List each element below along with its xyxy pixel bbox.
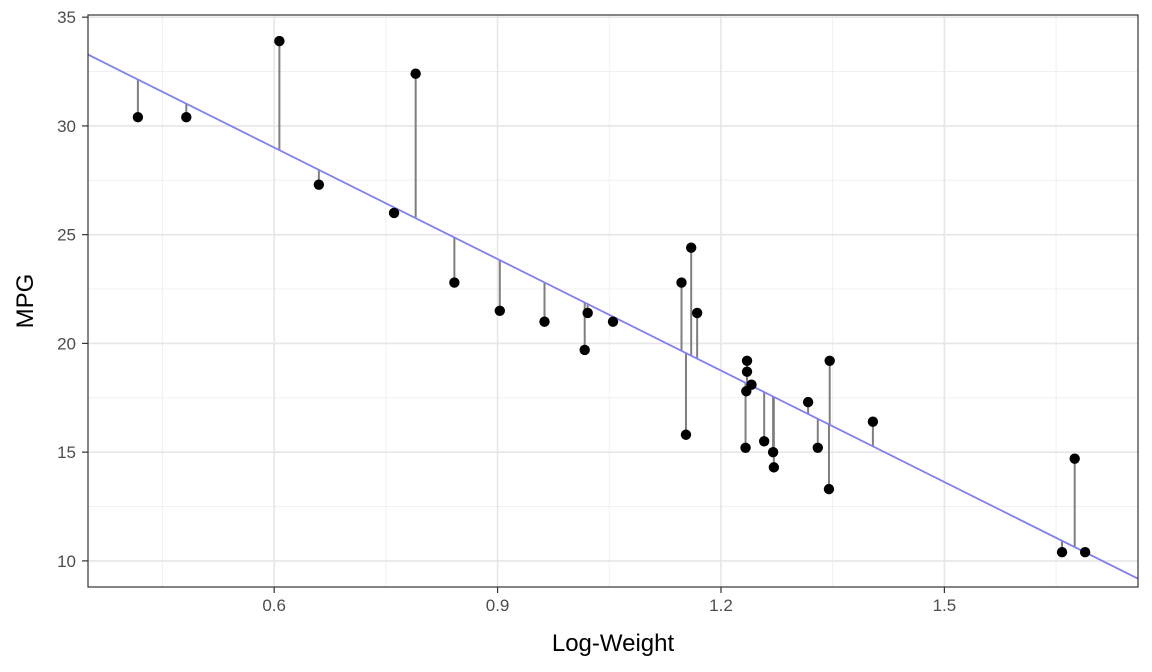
data-point <box>867 416 879 427</box>
y-tick-label: 15 <box>57 443 76 462</box>
data-point <box>802 396 814 408</box>
x-tick-label: 1.2 <box>709 596 733 615</box>
data-point <box>313 179 325 190</box>
x-axis: 0.6 0.9 1.2 1.5 <box>262 587 956 615</box>
data-point <box>680 429 692 440</box>
residual-segments <box>136 41 1087 553</box>
plot-border <box>87 14 1139 588</box>
data-point <box>685 242 697 253</box>
data-point <box>823 483 835 495</box>
data-point <box>1056 547 1068 558</box>
data-point <box>741 355 753 367</box>
x-tick-label: 0.9 <box>486 596 510 615</box>
data-point <box>824 355 835 367</box>
major-gridlines <box>88 15 1138 587</box>
data-point <box>449 277 460 288</box>
data-point <box>758 436 770 447</box>
data-point <box>579 344 590 356</box>
data-point <box>181 112 192 123</box>
y-tick-label: 10 <box>57 552 76 571</box>
data-point <box>691 307 703 319</box>
plot-background <box>88 15 1138 587</box>
data-point <box>740 442 751 454</box>
y-axis: 10 15 20 25 30 35 <box>57 8 88 571</box>
minor-gridlines <box>88 15 1138 587</box>
data-point <box>768 462 780 473</box>
y-tick-label: 25 <box>57 226 76 245</box>
data-point <box>582 307 593 319</box>
x-axis-title: Log-Weight <box>552 630 675 657</box>
y-tick-label: 20 <box>57 334 76 353</box>
y-tick-label: 30 <box>57 117 76 136</box>
y-tick-label: 35 <box>57 8 76 27</box>
data-point <box>1069 453 1080 464</box>
data-point <box>539 316 550 327</box>
x-tick-label: 1.5 <box>933 596 957 615</box>
x-tick-label: 0.6 <box>262 596 286 615</box>
data-point <box>767 446 779 458</box>
data-point <box>676 277 687 288</box>
data-point <box>746 379 757 390</box>
data-point <box>607 316 619 327</box>
data-points <box>132 35 1091 558</box>
data-point <box>812 442 823 454</box>
data-point <box>388 207 400 219</box>
data-point <box>1079 547 1091 558</box>
data-point <box>410 68 421 79</box>
data-point <box>741 366 753 377</box>
y-axis-title: MPG <box>12 274 39 329</box>
data-point <box>494 305 506 316</box>
data-point <box>132 112 144 123</box>
data-point <box>274 35 285 47</box>
